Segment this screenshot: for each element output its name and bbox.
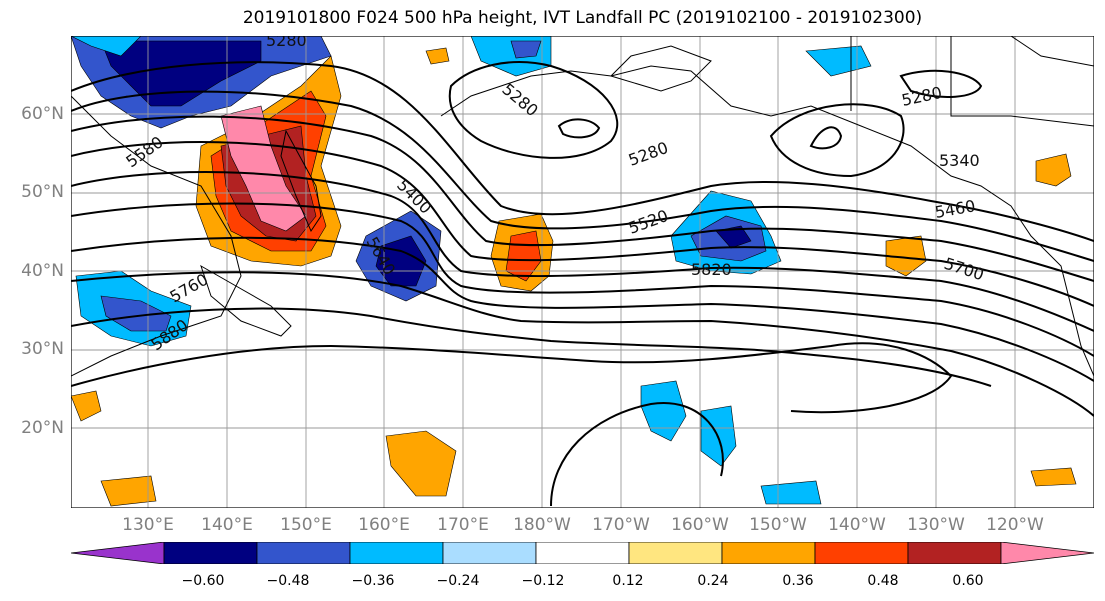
lon-label-120w: 120°W [986, 515, 1044, 535]
contour-label-5340: 5340 [939, 151, 980, 170]
contour-label-5280-a: 5280 [266, 36, 307, 50]
colorbar-label-8: 0.48 [867, 573, 899, 589]
lat-label-40: 40°N [21, 261, 64, 281]
colorbar-label-6: 0.24 [697, 573, 729, 589]
coastlines [71, 36, 1094, 377]
colorbar-cell [349, 542, 444, 564]
colorbar-label-0: −0.60 [181, 573, 225, 589]
lon-label-130w: 130°W [907, 515, 965, 535]
lon-label-170w: 170°W [592, 515, 650, 535]
colorbar-label-5: 0.12 [612, 573, 644, 589]
lat-label-50: 50°N [21, 182, 64, 202]
lon-label-140e: 140°E [201, 515, 253, 535]
lon-label-180w: 180°W [513, 515, 571, 535]
colorbar-label-7: 0.36 [782, 573, 814, 589]
colorbar-label-2: −0.36 [351, 573, 395, 589]
colorbar-cell [256, 542, 351, 564]
colorbar-cell [628, 542, 723, 564]
lat-label-60: 60°N [21, 104, 64, 124]
lon-label-130e: 130°E [122, 515, 174, 535]
colorbar-cell [814, 542, 909, 564]
map-title: 2019101800 F024 500 hPa height, IVT Land… [242, 8, 923, 28]
contour-label-5820: 5820 [691, 260, 732, 279]
colorbar-cell [163, 542, 258, 564]
colorbar-cell [907, 542, 1002, 564]
colorbar-extend-low [71, 542, 165, 564]
colorbar-cell [535, 542, 630, 564]
colorbar-cell [721, 542, 816, 564]
colorbar [71, 542, 1094, 564]
lon-label-160e: 160°E [358, 515, 410, 535]
lat-label-30: 30°N [21, 339, 64, 359]
colorbar-extend-high [1000, 542, 1094, 564]
lon-label-140w: 140°W [828, 515, 886, 535]
lon-label-150e: 150°E [280, 515, 332, 535]
lon-label-170e: 170°E [437, 515, 489, 535]
lat-label-20: 20°N [21, 418, 64, 438]
lon-label-160w: 160°W [671, 515, 729, 535]
colorbar-cell [442, 542, 537, 564]
colorbar-label-3: −0.24 [436, 573, 480, 589]
lon-label-150w: 150°W [749, 515, 807, 535]
colorbar-label-9: 0.60 [952, 573, 984, 589]
height-contours [71, 61, 1094, 507]
colorbar-label-4: −0.12 [521, 573, 565, 589]
map-panel: 5280 5280 5280 5280 5340 5400 5460 5520 … [71, 36, 1094, 508]
colorbar-label-1: −0.48 [266, 573, 310, 589]
